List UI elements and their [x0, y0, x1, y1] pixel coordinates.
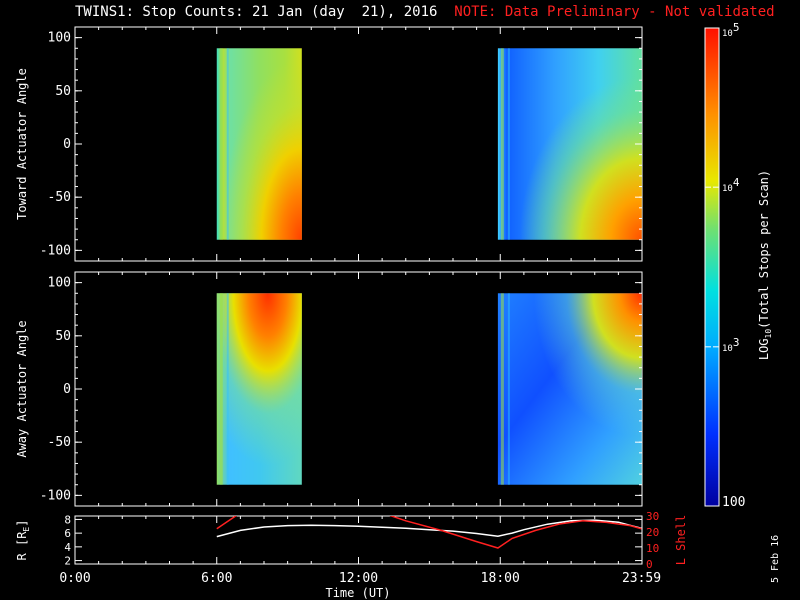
- ytick-label: 100: [48, 31, 71, 46]
- colorbar: [704, 27, 720, 507]
- xtick-label: 0:00: [59, 571, 90, 586]
- ylabel-right-lshell: L Shell: [674, 515, 688, 566]
- colorbar-label-prefix: LOG: [757, 338, 771, 360]
- heatmap-hot-region: [497, 48, 642, 240]
- axes-layer: 100500-50-100100500-50-100864230201000:0…: [40, 27, 661, 586]
- ytick-label: 100: [48, 276, 71, 291]
- colorbar-tick-exp: 3: [733, 336, 740, 349]
- xtick-label: 18:00: [481, 571, 520, 586]
- colorbar-tick-label: 103: [722, 336, 739, 354]
- ytick-label: -50: [48, 190, 71, 205]
- colorbar-tick-exp: 5: [733, 21, 740, 34]
- heatmap-streak: [507, 48, 510, 240]
- chart-title: TWINS1: Stop Counts: 21 Jan (day 21), 20…: [75, 4, 775, 20]
- xtick-label: 12:00: [339, 571, 378, 586]
- colorbar-tick-base: 10: [722, 184, 733, 194]
- ylabel-toward: Toward Actuator Angle: [15, 68, 29, 220]
- colorbar-tick-label: 105: [722, 21, 739, 39]
- colorbar-tick-label: 104: [722, 176, 740, 194]
- series-lshell-line-1: [216, 516, 238, 530]
- ytick-right-label: 30: [646, 510, 659, 523]
- colorbar-tick-base: 10: [722, 344, 733, 354]
- ytick-label: 2: [64, 555, 71, 568]
- ytick-label: 50: [55, 329, 71, 344]
- ytick-right-label: 10: [646, 542, 659, 555]
- ylabel-orbit: R [RE]: [15, 520, 31, 561]
- heatmap-streak: [219, 293, 223, 485]
- xtick-label: 23:59: [622, 571, 661, 586]
- colorbar-tick-base: 10: [722, 29, 733, 39]
- colorbar-label: LOG10(Total Stops per Scan): [757, 170, 773, 360]
- heatmap-block-toward-1: [216, 48, 302, 240]
- ytick-label: -100: [40, 488, 71, 503]
- heatmap-streak: [226, 48, 229, 240]
- heatmap-hot-region: [216, 293, 302, 485]
- ytick-label: -100: [40, 243, 71, 258]
- heatmap-streak: [507, 293, 510, 485]
- colorbar-label-suffix: (Total Stops per Scan): [757, 170, 771, 329]
- title-note: NOTE: Data Preliminary - Not validated: [454, 4, 775, 20]
- ytick-label: 8: [64, 513, 71, 526]
- series-lshell-line-2: [389, 516, 642, 549]
- ytick-label: -50: [48, 435, 71, 450]
- heatmap-streak: [500, 48, 504, 240]
- xtick-label: 6:00: [201, 571, 232, 586]
- ytick-right-label: 20: [646, 526, 659, 539]
- heatmap-layer: [216, 48, 642, 485]
- heatmap-block-away-1: [216, 293, 302, 485]
- ytick-label: 50: [55, 84, 71, 99]
- heatmap-block-toward-2: [497, 48, 642, 240]
- heatmap-streak: [219, 48, 223, 240]
- ytick-label: 6: [64, 527, 71, 540]
- ylabel-orbit-end: ]: [15, 520, 29, 527]
- ytick-label: 0: [63, 137, 71, 152]
- ytick-label: 0: [63, 382, 71, 397]
- heatmap-block-away-2: [497, 293, 642, 485]
- heatmap-hot-region: [216, 48, 302, 240]
- orbit-lines: [216, 516, 642, 549]
- ylabel-away: Away Actuator Angle: [15, 320, 29, 457]
- heatmap-streak: [500, 293, 504, 485]
- heatmap-streak: [226, 293, 229, 485]
- date-stamp: 5 Feb 16: [770, 534, 781, 583]
- colorbar-tick-base: 100: [722, 495, 745, 510]
- title-main: TWINS1: Stop Counts: 21 Jan (day 21), 20…: [75, 4, 438, 20]
- ytick-right-label: 0: [646, 558, 653, 571]
- ytick-label: 4: [64, 541, 71, 554]
- heatmap-hot-region: [497, 293, 642, 485]
- ylabel-orbit-sub: E: [22, 527, 31, 532]
- series-radius-line: [216, 519, 642, 538]
- colorbar-tick-exp: 4: [733, 176, 740, 189]
- colorbar-label-sub: 10: [764, 329, 773, 339]
- colorbar-tick-label: 100: [722, 495, 745, 510]
- xlabel-time: Time (UT): [325, 586, 390, 600]
- ylabel-orbit-main: R [R: [15, 531, 29, 561]
